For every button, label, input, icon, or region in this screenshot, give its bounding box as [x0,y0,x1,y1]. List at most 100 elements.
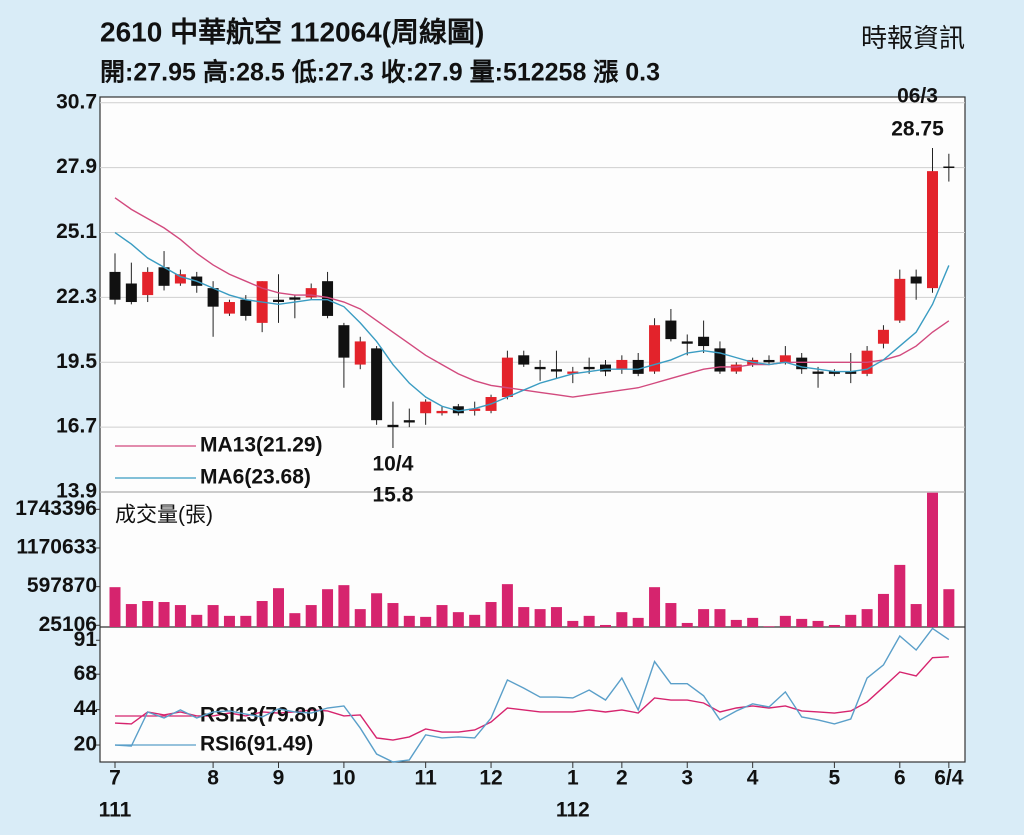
candle-body [371,348,383,421]
panel-title: 成交量(張) [115,504,213,527]
x-tick-label: 10 [332,767,355,790]
y-tick-label: 25106 [39,613,97,636]
line [114,627,950,763]
y-tick-label: 1170633 [16,536,97,559]
candle-body [714,348,726,372]
candle-body [583,366,595,370]
bar [828,624,840,627]
candle-body [845,371,857,374]
y-tick-label: 19.5 [56,350,97,373]
x-sublabel: 112 [556,799,590,822]
legend-label: MA6(23.68) [200,466,311,489]
annotation-date: 06/3 [897,85,938,108]
x-tick-label: 8 [207,767,219,790]
line [114,231,950,412]
bar [223,615,235,627]
candle-body [910,276,922,284]
bar [403,615,415,627]
bar [698,609,710,627]
bar [501,584,513,627]
bar [109,587,121,627]
bar [779,615,791,627]
candle-body [796,357,808,370]
x-tick-label: 2 [616,767,628,790]
candle-body [289,297,301,300]
candle-body [681,341,693,344]
x-tick-label: 9 [273,767,285,790]
bar [191,614,203,627]
x-tick-label: 12 [479,767,502,790]
x-tick-label: 6/4 [934,767,964,790]
x-tick-label: 3 [681,767,693,790]
source: 時報資訊 [861,23,965,53]
bar [256,601,268,627]
line [114,197,950,398]
candle-body [600,364,611,372]
candle-body [632,359,644,374]
candle-body [338,325,350,358]
candle-body [174,274,186,284]
bar [240,615,252,627]
candle-body [158,267,170,286]
bar [387,603,399,627]
candle-body [779,355,791,363]
bar [338,585,350,627]
y-tick-label: 68 [74,662,98,685]
candle-body [273,299,284,303]
bar [747,617,759,627]
x-tick-label: 4 [747,767,759,790]
y-tick-label: 16.7 [56,415,97,438]
candle-body [763,359,775,363]
bar [534,609,546,627]
bar [518,607,530,627]
bar [812,620,824,627]
candle-body [207,288,219,307]
candle-body [469,408,481,411]
bar [845,614,857,627]
bar [305,605,317,627]
plot-area [99,96,966,763]
bar [485,602,497,627]
candle-body [828,371,840,374]
candle-body [142,271,154,296]
x-tick-label: 7 [109,767,121,790]
bar [583,615,595,627]
candle-body [436,410,448,414]
candle-body [240,299,252,316]
bar [158,602,170,627]
candle-body [567,371,579,374]
legend-label: MA13(21.29) [200,434,323,457]
bar [273,588,284,627]
bar [174,605,186,627]
candle-body [420,401,432,414]
line [114,656,949,741]
candle-body [109,271,121,300]
y-tick-label: 27.9 [56,155,97,178]
bar [681,622,693,627]
bar [354,609,366,627]
bar [207,605,219,627]
y-tick-label: 20 [74,733,97,756]
candle-body [403,420,415,423]
y-tick-label: 44 [74,697,98,720]
chart-subtitle: 開:27.95 高:28.5 低:27.3 收:27.9 量:512258 漲 … [100,58,660,87]
bar [567,620,579,627]
bar [289,613,301,627]
bar [665,603,677,627]
bar [861,609,873,627]
bar [943,589,955,627]
annotation-price: 28.75 [891,118,944,141]
bar [322,589,334,627]
candle-body [665,320,677,340]
x-tick-label: 11 [415,767,438,790]
bar [371,593,383,627]
candle-body [452,406,464,414]
bar [469,614,481,627]
bar [436,605,448,627]
y-tick-label: 91 [74,628,98,651]
candle-body [894,278,906,321]
candle-body [616,359,628,370]
bar [420,616,432,627]
bar [714,609,726,627]
